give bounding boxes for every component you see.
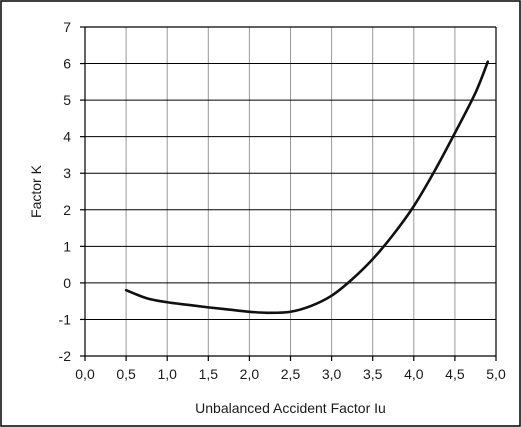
x-tick-label: 2,0	[240, 366, 260, 382]
x-tick-label: 0,5	[116, 366, 136, 382]
y-tick-label: 7	[63, 19, 71, 35]
tick-labels: 0,0 0,5 1,0 1,5 2,0 2,5 3,0 3,5 4,0 4,5 5,0 -2 -1 0 1 2…	[59, 19, 506, 382]
x-tick-label: 3,0	[322, 366, 342, 382]
y-tick-label: 4	[63, 129, 71, 145]
y-tick-label: 0	[63, 275, 71, 291]
x-tick-label: 4,5	[445, 366, 465, 382]
y-tick-label: 5	[63, 92, 71, 108]
grid	[85, 27, 496, 356]
x-tick-label: 2,5	[281, 366, 301, 382]
y-tick-label: 6	[63, 56, 71, 72]
x-tick-label: 0,0	[75, 366, 95, 382]
y-tick-label: -2	[59, 348, 72, 364]
x-axis-title: Unbalanced Accident Factor Iu	[195, 400, 386, 416]
axes	[80, 26, 497, 361]
x-tick-label: 4,0	[404, 366, 424, 382]
series-line-0	[124, 60, 490, 315]
y-tick-label: 2	[63, 202, 71, 218]
x-tick-label: 1,5	[199, 366, 219, 382]
x-tick-label: 1,0	[157, 366, 177, 382]
y-axis-title: Factor K	[28, 164, 44, 218]
x-tick-label: 3,5	[363, 366, 383, 382]
y-tick-label: 3	[63, 165, 71, 181]
y-tick-label: 1	[63, 238, 71, 254]
y-tick-label: -1	[59, 311, 72, 327]
series	[124, 60, 490, 315]
x-tick-label: 5,0	[486, 366, 506, 382]
